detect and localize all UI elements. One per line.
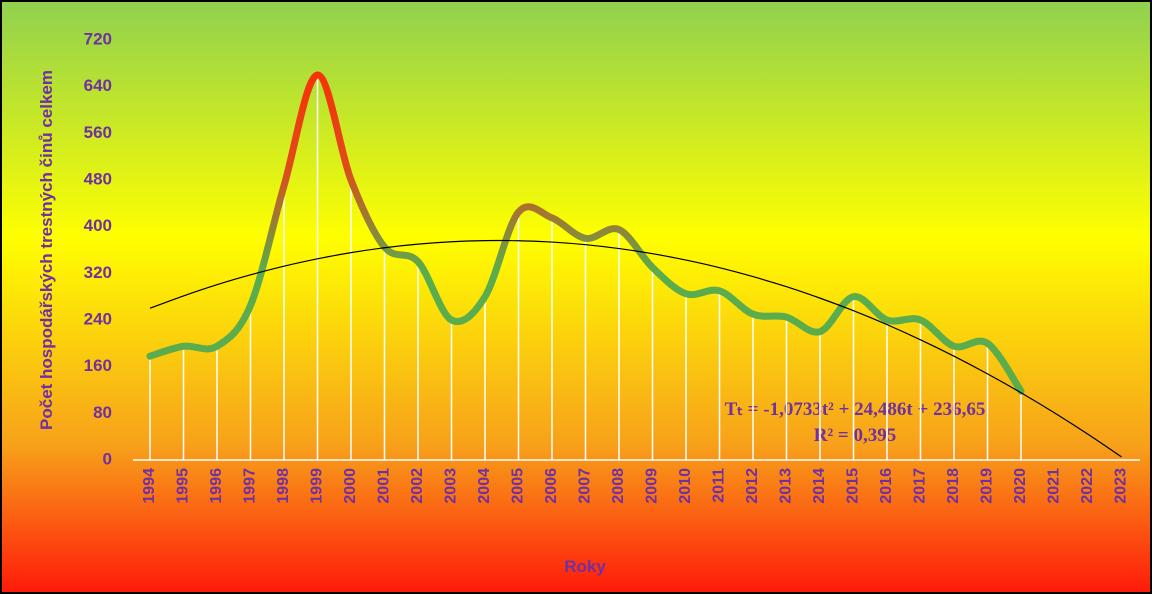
x-tick-label: 1994 (141, 468, 158, 504)
y-tick-label: 400 (84, 216, 112, 235)
y-axis-title: Počet hospodářských trestných činů celke… (37, 70, 56, 430)
x-tick-label: 2021 (1046, 468, 1063, 504)
y-tick-label: 240 (84, 309, 112, 328)
x-tick-label: 2014 (811, 468, 828, 504)
y-tick-label: 640 (84, 76, 112, 95)
x-tick-label: 1998 (275, 468, 292, 504)
x-tick-label: 2006 (543, 468, 560, 504)
x-tick-label: 2007 (577, 468, 594, 504)
x-tick-label: 2008 (610, 468, 627, 504)
x-tick-label: 2020 (1012, 468, 1029, 504)
x-tick-label: 2000 (342, 468, 359, 504)
x-tick-label: 2001 (376, 468, 393, 504)
x-tick-label: 2023 (1113, 468, 1130, 504)
x-tick-label: 1996 (208, 468, 225, 504)
x-axis-title: Roky (564, 557, 606, 576)
x-tick-label: 1995 (175, 468, 192, 504)
x-tick-label: 2009 (644, 468, 661, 504)
x-tick-label: 2004 (476, 468, 493, 504)
x-tick-label: 1999 (309, 468, 326, 504)
trend-line (149, 239, 1122, 458)
trend-equation: Tₜ = -1,0733t² + 24,486t + 236,65 (725, 399, 986, 420)
x-tick-label: 2022 (1079, 468, 1096, 504)
x-tick-label: 2019 (979, 468, 996, 504)
y-tick-label: 560 (84, 123, 112, 142)
y-tick-label: 0 (103, 449, 112, 468)
data-line (146, 71, 1025, 395)
x-tick-label: 2015 (845, 468, 862, 504)
x-tick-label: 2017 (912, 468, 929, 504)
x-tick-label: 2011 (711, 468, 728, 503)
x-tick-label: 1997 (242, 468, 259, 504)
y-tick-label: 720 (84, 29, 112, 48)
x-tick-label: 2016 (878, 468, 895, 504)
y-tick-label: 80 (93, 403, 112, 422)
y-tick-label: 480 (84, 169, 112, 188)
x-tick-label: 2018 (945, 468, 962, 504)
x-tick-label: 2010 (677, 468, 694, 504)
x-tick-label: 2002 (409, 468, 426, 504)
x-tick-label: 2013 (778, 468, 795, 504)
y-tick-label: 320 (84, 263, 112, 282)
y-tick-label: 160 (84, 356, 112, 375)
x-tick-label: 2003 (443, 468, 460, 504)
x-tick-label: 2005 (510, 468, 527, 504)
x-tick-label: 2012 (744, 468, 761, 504)
r-squared: R² = 0,395 (814, 425, 897, 446)
